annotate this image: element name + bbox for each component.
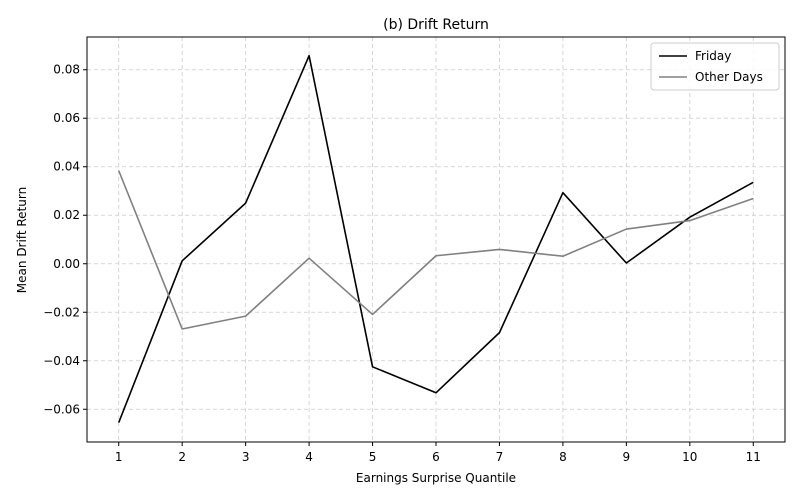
y-tick-label: 0.00 xyxy=(53,257,80,271)
legend: Friday Other Days xyxy=(650,42,780,91)
x-tick-label: 9 xyxy=(623,450,631,464)
x-tick-label: 11 xyxy=(746,450,761,464)
series-group xyxy=(117,54,754,423)
y-tick-label: 0.04 xyxy=(53,160,80,174)
y-axis-label: Mean Drift Return xyxy=(15,187,29,293)
x-tick-label: 4 xyxy=(305,450,313,464)
legend-box xyxy=(650,42,780,91)
chart-title: (b) Drift Return xyxy=(383,17,489,33)
x-tick-label: 6 xyxy=(432,450,440,464)
y-tick-label: 0.02 xyxy=(53,208,80,222)
x-tick-label: 7 xyxy=(496,450,504,464)
x-tick-label: 8 xyxy=(559,450,567,464)
y-tick-label: −0.02 xyxy=(43,305,80,319)
series-line-other-days xyxy=(117,170,754,330)
x-tick-label: 10 xyxy=(682,450,697,464)
legend-label-friday: Friday xyxy=(695,49,731,63)
y-tick-label: −0.06 xyxy=(43,402,80,416)
x-tick-label: 2 xyxy=(178,450,186,464)
y-tick-label: 0.06 xyxy=(53,111,80,125)
x-tick-label: 3 xyxy=(242,450,250,464)
legend-label-other-days: Other Days xyxy=(695,70,763,84)
x-tick-label: 5 xyxy=(369,450,377,464)
y-tick-label: 0.08 xyxy=(53,63,80,77)
series-line-friday xyxy=(117,54,754,423)
x-axis-label: Earnings Surprise Quantile xyxy=(356,471,516,485)
ticks: 1 2 3 4 5 6 7 8 9 10 11 −0.06 −0.04 −0.02 0.00 0.02 0.04… xyxy=(43,63,761,464)
y-tick-label: −0.04 xyxy=(43,354,80,368)
x-tick-label: 1 xyxy=(115,450,123,464)
grid xyxy=(87,37,785,442)
